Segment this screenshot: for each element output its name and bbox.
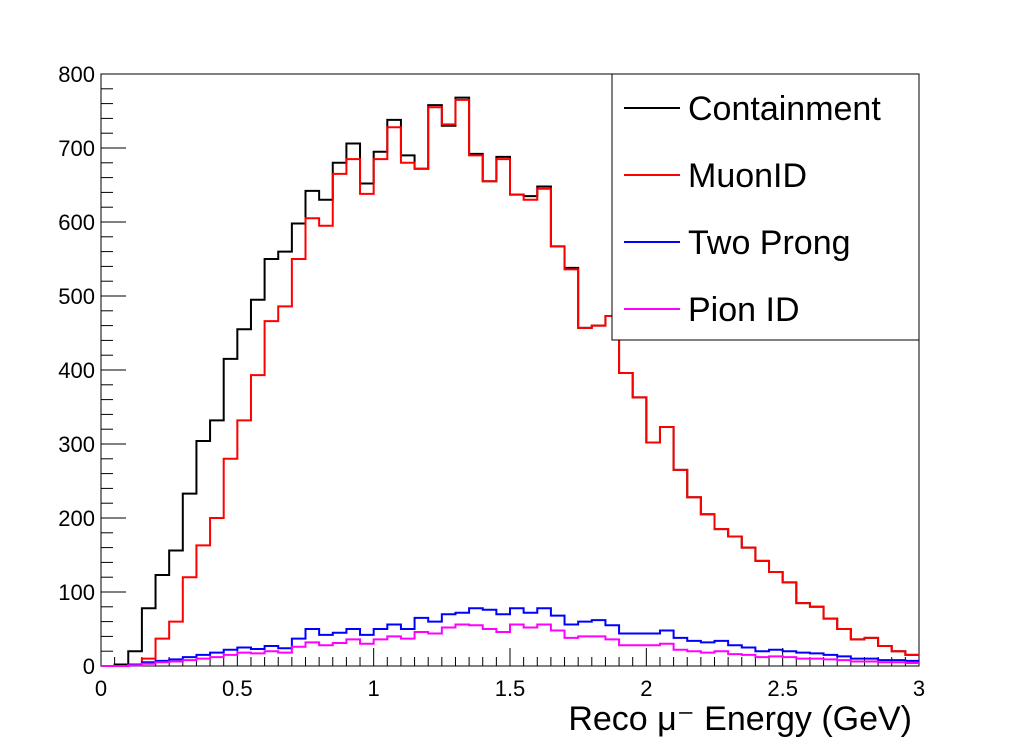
x-tick-label: 2 <box>640 676 652 701</box>
y-tick-label: 0 <box>83 654 95 679</box>
x-tick-label: 0 <box>95 676 107 701</box>
x-axis: 0 0.5 1 1.5 2 2.5 3 <box>95 648 925 701</box>
x-tick-label: 1.5 <box>495 676 526 701</box>
legend: Containment MuonID Two Prong Pion ID <box>611 73 920 341</box>
y-axis: 0 100 200 300 400 500 600 700 800 <box>58 62 126 679</box>
y-tick-label: 300 <box>58 432 95 457</box>
x-tick-label: 2.5 <box>767 676 798 701</box>
x-axis-title: Reco μ⁻ Energy (GeV) <box>568 700 912 738</box>
series-line-3 <box>101 623 919 667</box>
legend-label: Containment <box>688 90 881 128</box>
y-tick-label: 500 <box>58 284 95 309</box>
x-tick-label: 0.5 <box>222 676 253 701</box>
y-tick-label: 400 <box>58 358 95 383</box>
legend-label: Pion ID <box>688 291 800 329</box>
y-tick-label: 600 <box>58 210 95 235</box>
y-tick-label: 800 <box>58 62 95 87</box>
legend-label: MuonID <box>688 157 807 195</box>
series-line-1 <box>101 98 919 667</box>
x-tick-label: 3 <box>913 676 925 701</box>
series-line-2 <box>101 607 919 667</box>
series-layer <box>101 96 919 667</box>
legend-label: Two Prong <box>688 224 851 262</box>
y-tick-label: 700 <box>58 136 95 161</box>
y-tick-label: 200 <box>58 506 95 531</box>
legend-box <box>611 73 920 341</box>
y-tick-label: 100 <box>58 580 95 605</box>
x-tick-label: 1 <box>368 676 380 701</box>
